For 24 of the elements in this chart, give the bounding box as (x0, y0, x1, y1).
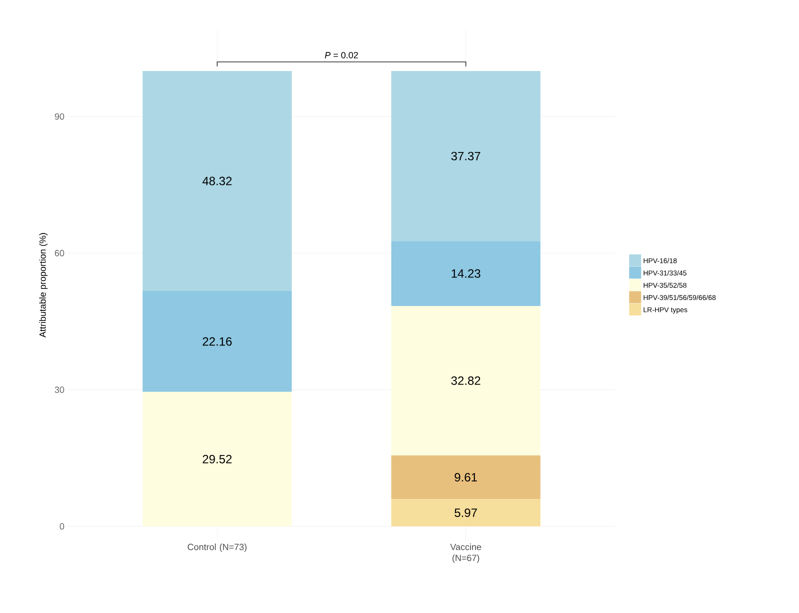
x-tick-label: Vaccine (N=67) (450, 544, 482, 563)
data-label: 29.52 (202, 454, 232, 464)
bar (142, 70, 292, 292)
data-label: 9.61 (454, 473, 477, 482)
data-label: 22.16 (202, 337, 232, 346)
y-tick-label: 60 (54, 250, 64, 256)
data-label: 5.97 (454, 508, 477, 517)
annotation: P = 0.02 (324, 52, 358, 58)
bar (391, 455, 540, 500)
data-label: 32.82 (451, 376, 480, 385)
x-tick-label: Control (N=73) (188, 544, 247, 552)
data-label: 48.32 (202, 176, 232, 186)
data-label: 14.23 (452, 269, 480, 278)
data-label: 37.37 (451, 152, 480, 160)
y-tick-label: 30 (54, 386, 64, 393)
y-axis-title: Attributable proportion (%) (39, 233, 48, 338)
bar (391, 70, 540, 242)
bar (142, 291, 292, 392)
bar (391, 241, 540, 306)
y-tick-label: 90 (54, 113, 64, 120)
y-tick-label: 0 (60, 523, 64, 530)
bar (142, 392, 292, 526)
bar (391, 306, 540, 456)
bar (391, 499, 540, 526)
